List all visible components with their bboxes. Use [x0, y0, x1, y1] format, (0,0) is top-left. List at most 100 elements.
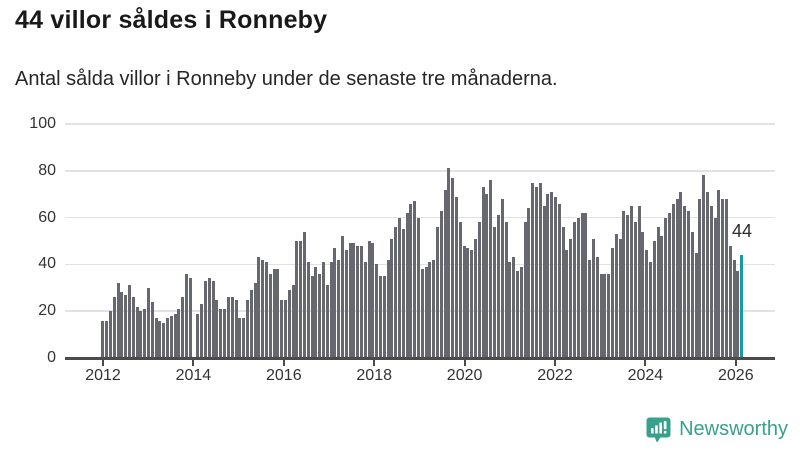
x-axis-year-label: 2020 [446, 367, 483, 384]
bar [158, 320, 162, 358]
bar [363, 262, 367, 358]
y-axis-tick-label: 0 [47, 349, 56, 366]
bar [671, 203, 675, 358]
bar [105, 320, 109, 358]
bar [637, 205, 641, 358]
bar [561, 226, 565, 358]
bar [124, 294, 128, 358]
gridline [65, 170, 775, 172]
bar [379, 276, 382, 358]
bar [736, 271, 740, 358]
x-axis-year-label: 2016 [266, 367, 302, 384]
bar [633, 222, 637, 358]
bar [652, 241, 656, 358]
bar [272, 269, 276, 358]
x-axis-year-label: 2024 [627, 367, 664, 384]
bar [333, 248, 337, 358]
bar [527, 208, 531, 358]
bar [196, 313, 200, 358]
bar [226, 297, 230, 358]
bar [120, 292, 124, 358]
y-axis-tick-label: 20 [38, 302, 56, 320]
bar [302, 231, 306, 358]
bar [439, 210, 443, 358]
bar [223, 308, 227, 358]
highlighted-bar [740, 255, 744, 358]
x-axis-year-label: 2014 [175, 367, 212, 384]
bar [173, 313, 177, 358]
bar [245, 299, 249, 358]
bar [219, 308, 223, 358]
bar [280, 299, 284, 358]
bar [443, 189, 447, 358]
bar [283, 299, 287, 358]
x-axis-tick [373, 359, 376, 366]
bar [512, 257, 516, 358]
bar [344, 250, 348, 358]
bar [413, 201, 417, 358]
bar [706, 191, 710, 358]
bar [618, 238, 622, 358]
bar [531, 182, 535, 358]
bar [485, 194, 489, 358]
bar [614, 233, 618, 358]
bar [367, 241, 371, 358]
bar [508, 262, 512, 358]
x-axis-line [65, 357, 775, 360]
bar [622, 210, 626, 358]
bar [641, 231, 645, 358]
bar [576, 217, 580, 358]
x-axis-tick [463, 359, 466, 366]
bar [553, 196, 557, 358]
bar [169, 315, 173, 358]
bar [188, 278, 192, 358]
bar [352, 243, 356, 358]
bar [694, 252, 698, 358]
bar [500, 198, 504, 358]
bar [572, 222, 576, 358]
bar [405, 212, 409, 358]
page-title: 44 villor såldes i Ronneby [15, 6, 328, 34]
bar [580, 212, 584, 358]
bar [409, 203, 413, 358]
bar [436, 226, 440, 358]
bar [128, 285, 132, 358]
bar [474, 238, 478, 358]
bar [253, 283, 257, 358]
bar [447, 168, 451, 358]
bar [116, 283, 120, 358]
bar [291, 285, 295, 358]
newsworthy-logo[interactable]: Newsworthy [645, 416, 788, 443]
bar [264, 262, 268, 358]
y-axis-tick-label: 100 [29, 115, 56, 132]
bar [660, 236, 664, 358]
bar [154, 318, 158, 358]
bar [451, 177, 455, 358]
bar [664, 217, 668, 358]
bar [268, 273, 272, 358]
bar [668, 212, 672, 358]
bar [603, 273, 607, 358]
bar [204, 280, 208, 358]
bar [207, 278, 211, 358]
bar [287, 290, 291, 358]
bar [257, 257, 261, 358]
bar [630, 205, 633, 358]
bar [538, 182, 542, 358]
x-axis-tick [734, 359, 737, 366]
x-axis-tick [644, 359, 647, 366]
x-axis-tick [102, 359, 104, 366]
bar [626, 215, 630, 358]
bar [238, 318, 242, 358]
bar [200, 304, 204, 358]
bar [230, 297, 234, 358]
bar [185, 273, 189, 358]
bar [359, 245, 363, 358]
bar [550, 191, 554, 358]
bar [337, 259, 341, 358]
bar [721, 198, 725, 358]
bar [394, 226, 398, 358]
bar [428, 262, 432, 358]
gridline [65, 123, 775, 125]
bar [321, 262, 325, 358]
